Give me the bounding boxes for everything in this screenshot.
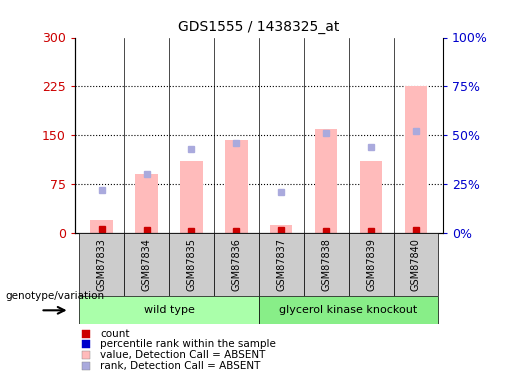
Text: GSM87834: GSM87834 xyxy=(142,238,151,291)
Text: GSM87836: GSM87836 xyxy=(231,238,242,291)
Bar xyxy=(225,140,248,232)
Bar xyxy=(405,86,427,232)
Bar xyxy=(79,296,259,324)
Bar xyxy=(259,232,304,296)
Bar xyxy=(360,161,382,232)
Bar xyxy=(79,232,124,296)
Bar xyxy=(304,232,349,296)
Bar xyxy=(91,219,113,232)
Bar xyxy=(169,232,214,296)
Bar xyxy=(349,232,393,296)
Bar xyxy=(124,232,169,296)
Text: GSM87837: GSM87837 xyxy=(276,238,286,291)
Bar xyxy=(135,174,158,232)
Bar xyxy=(393,232,438,296)
Text: GSM87840: GSM87840 xyxy=(411,238,421,291)
Text: rank, Detection Call = ABSENT: rank, Detection Call = ABSENT xyxy=(100,361,261,371)
Bar xyxy=(259,296,438,324)
Text: glycerol kinase knockout: glycerol kinase knockout xyxy=(280,305,418,315)
Text: GSM87839: GSM87839 xyxy=(366,238,376,291)
Bar xyxy=(270,225,293,232)
Text: value, Detection Call = ABSENT: value, Detection Call = ABSENT xyxy=(100,350,266,360)
Title: GDS1555 / 1438325_at: GDS1555 / 1438325_at xyxy=(178,20,339,34)
Text: GSM87838: GSM87838 xyxy=(321,238,331,291)
Text: wild type: wild type xyxy=(144,305,195,315)
Bar xyxy=(315,129,337,232)
Text: GSM87835: GSM87835 xyxy=(186,238,196,291)
Text: GSM87833: GSM87833 xyxy=(97,238,107,291)
Bar xyxy=(180,161,203,232)
Bar xyxy=(214,232,259,296)
Text: count: count xyxy=(100,328,130,339)
Text: percentile rank within the sample: percentile rank within the sample xyxy=(100,339,277,349)
Text: genotype/variation: genotype/variation xyxy=(5,291,104,301)
